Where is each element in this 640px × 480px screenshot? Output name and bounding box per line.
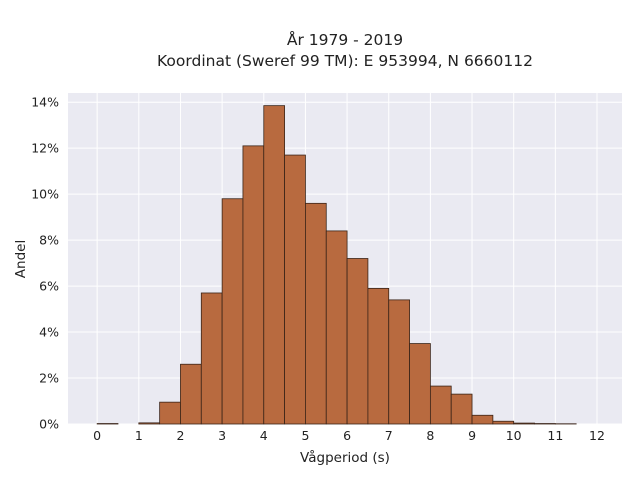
- histogram-bar: [367, 287, 390, 425]
- y-tick-label: 10%: [31, 187, 59, 202]
- x-tick-label: 3: [218, 428, 226, 443]
- x-tick-label: 8: [426, 428, 434, 443]
- x-tick-label: 1: [135, 428, 143, 443]
- y-tick-label: 6%: [39, 279, 59, 294]
- chart-subtitle: Koordinat (Sweref 99 TM): E 953994, N 66…: [157, 52, 533, 70]
- bars: [96, 105, 577, 425]
- histogram-bar: [200, 292, 223, 425]
- y-tick-label: 0%: [39, 417, 59, 432]
- y-tick-label: 8%: [39, 233, 59, 248]
- x-tick-label: 6: [343, 428, 351, 443]
- histogram-bar: [450, 393, 473, 425]
- x-tick-label: 12: [589, 428, 605, 443]
- histogram-bar: [221, 198, 244, 425]
- histogram-bar: [471, 414, 494, 425]
- y-tick-label: 14%: [31, 95, 59, 110]
- histogram-bar: [513, 422, 535, 425]
- histogram-bar: [409, 343, 431, 425]
- y-tick-label: 12%: [31, 141, 59, 156]
- x-axis-label: Vågperiod (s): [300, 449, 390, 466]
- histogram-bar: [242, 145, 265, 425]
- y-tick-label: 4%: [39, 325, 59, 340]
- histogram-bar: [388, 299, 410, 425]
- chart-title: År 1979 - 2019: [287, 30, 403, 49]
- histogram-bar: [284, 154, 306, 425]
- x-axis-ticks: 0 1 2 3 4 5 6 7 8 9 10 11 12: [93, 428, 605, 443]
- x-tick-label: 5: [301, 428, 309, 443]
- x-tick-label: 2: [176, 428, 184, 443]
- x-tick-label: 11: [547, 428, 563, 443]
- histogram-bar: [346, 258, 369, 425]
- histogram-bar: [263, 105, 286, 425]
- histogram-bar: [492, 420, 515, 425]
- x-tick-label: 0: [93, 428, 101, 443]
- histogram-bar: [138, 422, 161, 425]
- histogram-bar: [305, 202, 327, 425]
- x-tick-label: 7: [385, 428, 393, 443]
- y-axis-ticks: 0% 2% 4% 6% 8% 10% 12% 14%: [31, 95, 59, 432]
- y-tick-label: 2%: [39, 371, 59, 386]
- x-tick-label: 4: [260, 428, 268, 443]
- histogram-bar: [325, 230, 348, 425]
- x-tick-label: 10: [506, 428, 522, 443]
- histogram-bar: [159, 401, 181, 425]
- x-tick-label: 9: [468, 428, 476, 443]
- histogram-bar: [180, 363, 202, 425]
- histogram-bar: [429, 385, 452, 425]
- y-axis-label: Andel: [13, 240, 29, 278]
